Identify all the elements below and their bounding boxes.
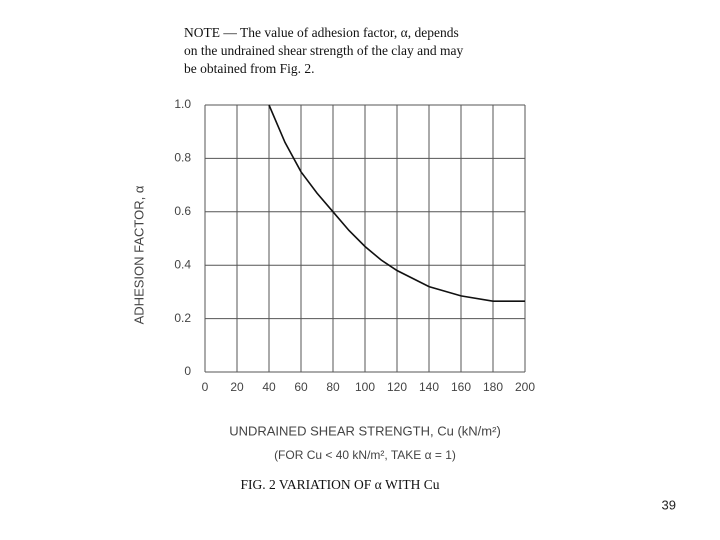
figure-caption: FIG. 2 VARIATION OF α WITH Cu — [241, 477, 440, 492]
note-line: on the undrained shear strength of the c… — [184, 43, 464, 58]
x-tick-label: 200 — [515, 380, 535, 394]
note-line: NOTE — The value of adhesion factor, α, … — [184, 25, 459, 40]
x-tick-label: 60 — [294, 380, 308, 394]
y-tick-label: 0.8 — [174, 151, 191, 165]
x-tick-label: 40 — [262, 380, 276, 394]
y-tick-label: 1.0 — [174, 97, 191, 111]
x-tick-label: 180 — [483, 380, 503, 394]
page-number: 39 — [662, 497, 676, 512]
x-tick-label: 120 — [387, 380, 407, 394]
x-axis-label: UNDRAINED SHEAR STRENGTH, Cu (kN/m²) — [229, 423, 501, 438]
y-tick-label: 0.4 — [174, 257, 191, 271]
x-axis-note: (FOR Cu < 40 kN/m², TAKE α = 1) — [274, 448, 456, 462]
x-tick-label: 140 — [419, 380, 439, 394]
x-tick-label: 20 — [230, 380, 244, 394]
note-line: be obtained from Fig. 2. — [184, 61, 314, 76]
y-axis-label: ADHESION FACTOR, α — [131, 185, 146, 324]
x-tick-label: 100 — [355, 380, 375, 394]
y-tick-label: 0.2 — [174, 311, 191, 325]
curve — [268, 104, 525, 302]
x-tick-label: 0 — [202, 380, 209, 394]
x-tick-label: 80 — [326, 380, 340, 394]
y-tick-label: 0 — [184, 364, 191, 378]
x-tick-label: 160 — [451, 380, 471, 394]
y-tick-label: 0.6 — [174, 204, 191, 218]
